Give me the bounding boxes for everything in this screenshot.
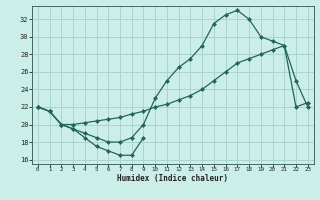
X-axis label: Humidex (Indice chaleur): Humidex (Indice chaleur) (117, 174, 228, 183)
